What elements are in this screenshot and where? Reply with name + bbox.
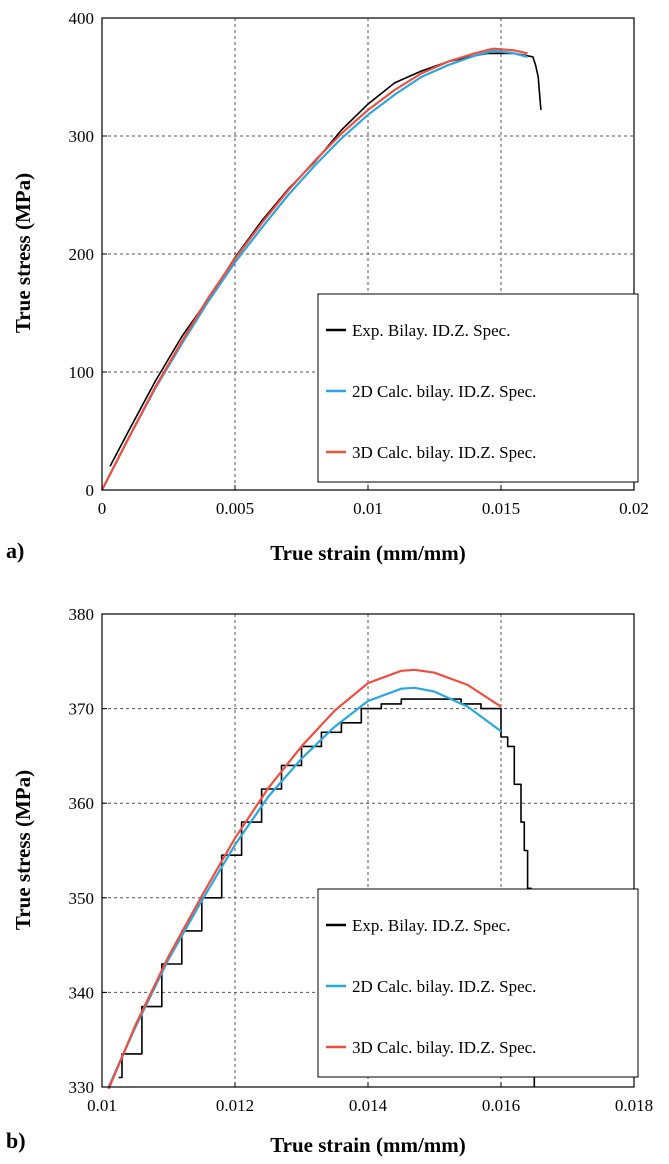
- y-tick-label-b: 360: [69, 794, 95, 813]
- chart-panel-a: 0 0.005 0.01 0.015 0.02 0 100 200 300 400 True s…: [6, 9, 649, 565]
- x-tick-label-b: 0.018: [615, 1096, 653, 1115]
- y-tick-label-a: 300: [69, 127, 95, 146]
- legend-label-a-3: 3D Calc. bilay. ID.Z. Spec.: [352, 443, 536, 462]
- legend-a: Exp. Bilay. ID.Z. Spec. 2D Calc. bilay. I…: [317, 293, 639, 483]
- x-tick-label-a: 0.005: [216, 499, 254, 518]
- y-tick-label-b: 350: [69, 889, 95, 908]
- y-axis-title-a: True stress (MPa): [11, 173, 35, 333]
- y-tick-label-b: 330: [69, 1078, 95, 1097]
- x-tick-label-b: 0.012: [216, 1096, 254, 1115]
- x-tick-label-b: 0.01: [87, 1096, 117, 1115]
- legend-label-a-2: 2D Calc. bilay. ID.Z. Spec.: [352, 382, 536, 401]
- legend-label-b-2: 2D Calc. bilay. ID.Z. Spec.: [352, 977, 536, 996]
- x-axis-title-a: True strain (mm/mm): [270, 541, 466, 565]
- legend-b: Exp. Bilay. ID.Z. Spec. 2D Calc. bilay. I…: [317, 888, 639, 1078]
- x-tick-label-a: 0.02: [619, 499, 649, 518]
- legend-label-b-3: 3D Calc. bilay. ID.Z. Spec.: [352, 1038, 536, 1057]
- y-tick-label-a: 0: [86, 481, 95, 500]
- series-line-b-1: [118, 698, 536, 1087]
- x-tick-labels-b: 0.01 0.012 0.014 0.016 0.018: [87, 1082, 653, 1115]
- series-line-a-3: [101, 47, 528, 491]
- series-line-b-2: [107, 686, 502, 1088]
- panel-label-a: a): [6, 538, 24, 563]
- series-group-b: [107, 668, 536, 1090]
- y-tick-labels-b: 330 340 350 360 370 380: [69, 605, 107, 1097]
- legend-box-a: [317, 293, 639, 483]
- legend-label-b-1: Exp. Bilay. ID.Z. Spec.: [352, 916, 510, 935]
- series-line-a-2: [101, 49, 528, 491]
- y-tick-label-a: 100: [69, 363, 95, 382]
- series-line-b-3: [107, 668, 502, 1090]
- panel-label-b: b): [6, 1128, 26, 1153]
- y-tick-label-b: 340: [69, 983, 95, 1002]
- chart-panel-b: 0.01 0.012 0.014 0.016 0.018 330 340 350 360 370…: [6, 605, 653, 1157]
- series-group-a: [101, 47, 542, 491]
- x-axis-title-b: True strain (mm/mm): [270, 1133, 466, 1157]
- y-axis-title-b: True stress (MPa): [11, 770, 35, 930]
- x-tick-labels-a: 0 0.005 0.01 0.015 0.02: [98, 485, 649, 518]
- x-tick-label-b: 0.016: [482, 1096, 520, 1115]
- y-tick-labels-a: 0 100 200 300 400: [69, 9, 107, 500]
- legend-box-b: [317, 888, 639, 1078]
- y-tick-label-a: 200: [69, 245, 95, 264]
- x-tick-label-b: 0.014: [349, 1096, 388, 1115]
- y-tick-label-b: 380: [69, 605, 95, 624]
- y-tick-label-b: 370: [69, 700, 95, 719]
- x-tick-label-a: 0.01: [353, 499, 383, 518]
- x-tick-label-a: 0: [98, 499, 107, 518]
- y-tick-label-a: 400: [69, 9, 95, 28]
- legend-label-a-1: Exp. Bilay. ID.Z. Spec.: [352, 321, 510, 340]
- x-tick-label-a: 0.015: [482, 499, 520, 518]
